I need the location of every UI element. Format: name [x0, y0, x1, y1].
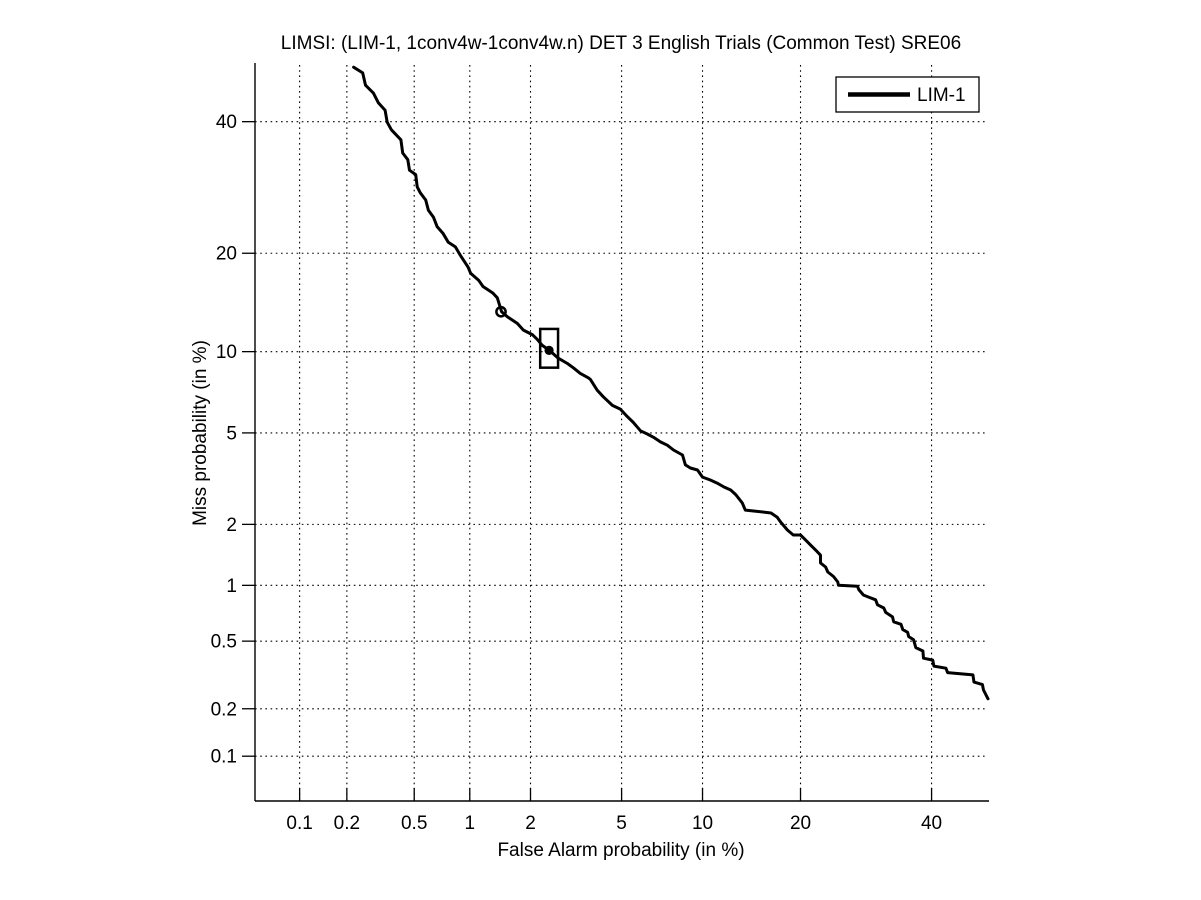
- y-tick-label-5: 5: [226, 423, 237, 444]
- y-tick-label-10: 10: [216, 342, 237, 363]
- x-tick-label-20: 20: [790, 813, 811, 834]
- y-tick-label-0.1: 0.1: [211, 747, 237, 768]
- operating-point-circle-marker: [495, 305, 507, 318]
- x-tick-label-40: 40: [921, 813, 942, 834]
- y-axis-label: Miss probability (in %): [190, 340, 211, 526]
- tick-label-layer: 0.1 0.2 0.5 1 2 5 10 20 40 0.1 0.2 0.5 1 2 5 10 20 40: [211, 112, 943, 834]
- y-tick-label-2: 2: [226, 515, 237, 536]
- x-tick-label-10: 10: [692, 813, 713, 834]
- legend-entry-label: LIM-1: [917, 85, 966, 106]
- axis-layer: [254, 63, 989, 802]
- y-tick-label-20: 20: [216, 244, 237, 265]
- tick-layer: [242, 121, 933, 801]
- y-tick-label-0.5: 0.5: [211, 632, 237, 653]
- chart-title: LIMSI: (LIM-1, 1conv4w-1conv4w.n) DET 3 …: [281, 33, 961, 54]
- x-tick-label-1: 1: [464, 813, 475, 834]
- x-tick-label-0.2: 0.2: [334, 813, 360, 834]
- x-tick-label-0.1: 0.1: [286, 813, 312, 834]
- y-tick-label-1: 1: [226, 576, 237, 597]
- grid-layer: [255, 65, 988, 801]
- marker-layer: [495, 305, 560, 369]
- curve-layer: [352, 65, 990, 701]
- operating-point-dot-marker: [544, 345, 554, 355]
- operating-point-box-marker: [538, 327, 560, 369]
- x-tick-label-0.5: 0.5: [401, 813, 427, 834]
- det-curve-lim-1: [352, 65, 990, 701]
- x-axis-label: False Alarm probability (in %): [497, 840, 744, 861]
- x-tick-label-2: 2: [525, 813, 536, 834]
- x-tick-label-5: 5: [616, 813, 627, 834]
- text-layer: LIMSI: (LIM-1, 1conv4w-1conv4w.n) DET 3 …: [190, 33, 961, 861]
- y-tick-label-40: 40: [216, 112, 237, 133]
- y-tick-label-0.2: 0.2: [211, 699, 237, 720]
- legend: LIM-1: [835, 76, 980, 113]
